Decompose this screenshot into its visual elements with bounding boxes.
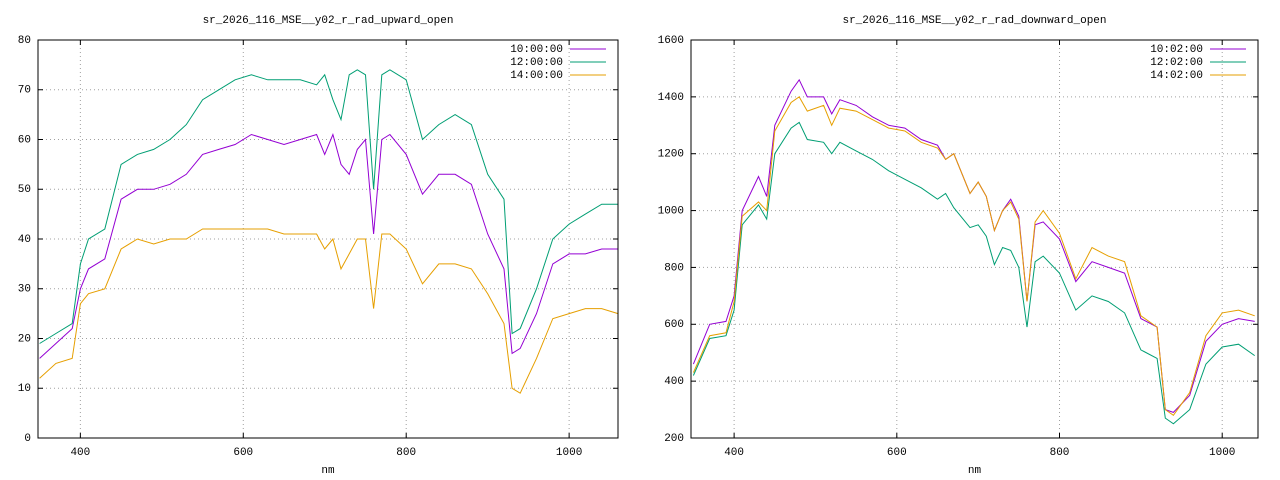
y-tick-label: 0 [24, 433, 31, 445]
y-tick-label: 80 [18, 35, 31, 47]
chart-title: sr_2026_116_MSE__y02_r_rad_upward_open [203, 15, 454, 27]
y-tick-label: 1000 [658, 205, 684, 217]
legend-label: 12:00:00 [510, 57, 563, 69]
data-line [39, 69, 618, 344]
y-tick-label: 70 [18, 85, 31, 97]
legend-label: 14:00:00 [510, 70, 563, 82]
data-line [39, 132, 618, 359]
data-line [692, 121, 1255, 425]
plot-frame [37, 39, 619, 439]
x-tick-label: 400 [724, 447, 744, 459]
y-tick-label: 40 [18, 234, 31, 246]
y-tick-label: 30 [18, 284, 31, 296]
plot-frame [690, 39, 1259, 439]
y-tick-label: 800 [664, 262, 684, 274]
x-tick-label: 600 [233, 447, 253, 459]
x-tick-label: 400 [70, 447, 90, 459]
x-tick-label: 1000 [1209, 447, 1235, 459]
y-tick-label: 1600 [658, 35, 684, 47]
y-tick-label: 60 [18, 134, 31, 146]
y-tick-label: 50 [18, 184, 31, 196]
x-tick-label: 1000 [556, 447, 582, 459]
y-tick-label: 1200 [658, 149, 684, 161]
y-tick-label: 400 [664, 376, 684, 388]
data-line [692, 96, 1255, 416]
y-tick-label: 1400 [658, 92, 684, 104]
chart-title: sr_2026_116_MSE__y02_r_rad_downward_open [842, 15, 1106, 27]
legend-label: 14:02:00 [1150, 70, 1203, 82]
x-tick-label: 800 [396, 447, 416, 459]
y-tick-label: 200 [664, 433, 684, 445]
x-axis-label: nm [968, 465, 982, 477]
x-tick-label: 600 [887, 447, 907, 459]
y-tick-label: 10 [18, 383, 31, 395]
legend-label: 10:02:00 [1150, 44, 1203, 56]
y-tick-label: 20 [18, 333, 31, 345]
data-line [692, 78, 1255, 413]
x-tick-label: 800 [1050, 447, 1070, 459]
data-line [39, 228, 619, 394]
x-axis-label: nm [321, 465, 335, 477]
legend-label: 10:00:00 [510, 44, 563, 56]
legend-label: 12:02:00 [1150, 57, 1203, 69]
y-tick-label: 600 [664, 319, 684, 331]
